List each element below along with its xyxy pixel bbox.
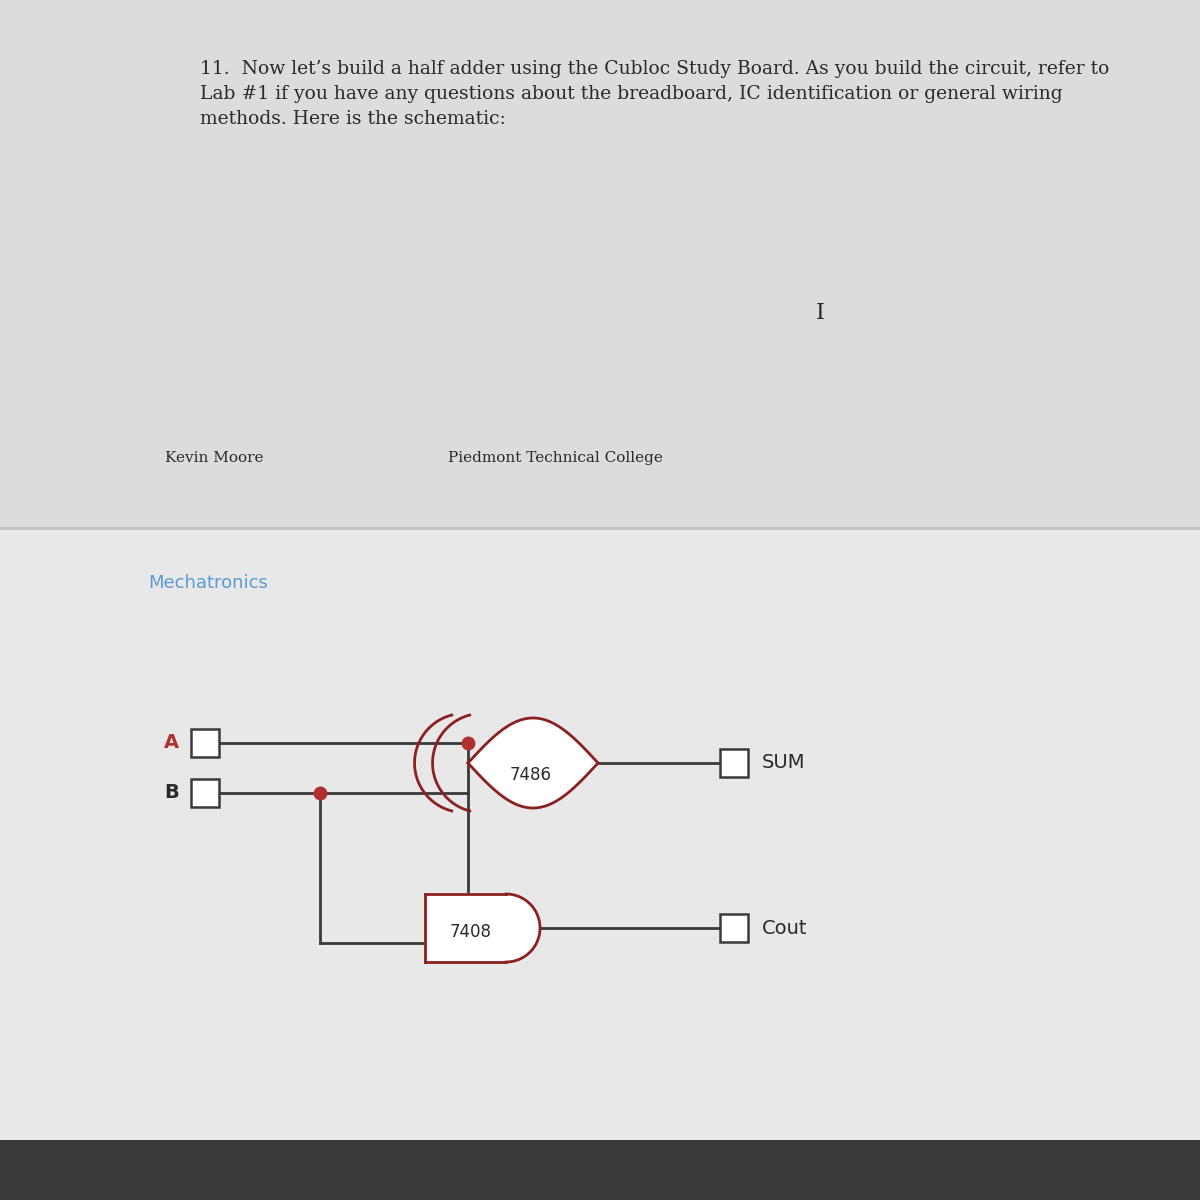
Text: SUM: SUM xyxy=(762,754,805,773)
Text: I: I xyxy=(816,302,824,324)
Polygon shape xyxy=(468,718,598,808)
Text: A: A xyxy=(164,733,179,752)
Text: B: B xyxy=(164,784,179,803)
Bar xyxy=(0,528,1200,1140)
Text: Mechatronics: Mechatronics xyxy=(148,574,268,592)
Text: 11.  Now let’s build a half adder using the Cubloc Study Board. As you build the: 11. Now let’s build a half adder using t… xyxy=(200,60,1109,128)
Text: Piedmont Technical College: Piedmont Technical College xyxy=(448,451,662,464)
Text: Kevin Moore: Kevin Moore xyxy=(166,451,264,464)
Bar xyxy=(191,779,220,806)
Bar xyxy=(720,749,748,778)
Bar xyxy=(191,728,220,757)
Text: 7408: 7408 xyxy=(450,923,492,941)
Polygon shape xyxy=(425,894,540,962)
Bar xyxy=(0,1140,1200,1200)
Bar xyxy=(720,914,748,942)
Bar xyxy=(0,0,1200,528)
Text: Cout: Cout xyxy=(762,918,808,937)
Text: 7486: 7486 xyxy=(509,766,552,784)
